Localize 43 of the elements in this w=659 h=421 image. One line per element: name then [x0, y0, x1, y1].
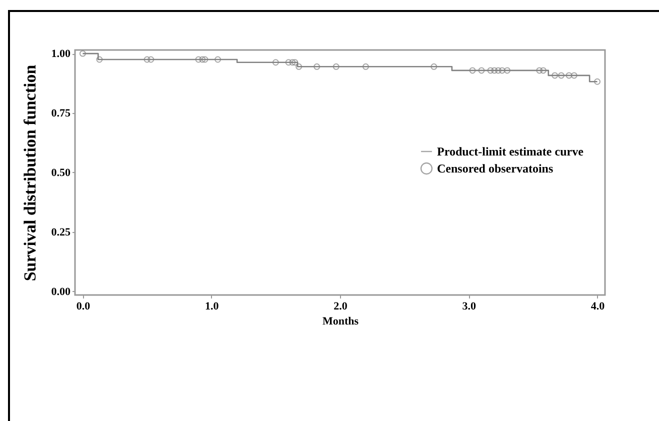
point [558, 72, 564, 79]
point [430, 63, 438, 70]
x-tick-label: 4.0 [590, 300, 606, 312]
point [292, 59, 298, 66]
point [285, 59, 292, 66]
point [362, 63, 369, 70]
x-tick-label: 2.0 [334, 300, 348, 312]
point [498, 67, 506, 74]
legend-label: Product-limit estimate curve [437, 144, 584, 158]
point [552, 72, 558, 79]
point [202, 56, 208, 63]
point [314, 63, 320, 70]
legend-label: Censored observatoins [437, 162, 554, 176]
y-tick-label: 0.25 [51, 226, 71, 238]
x-axis-title: Months [322, 316, 360, 328]
point [148, 56, 154, 63]
point [540, 67, 546, 74]
point [491, 67, 498, 74]
point [96, 56, 103, 63]
x-tick-label: 3.0 [462, 300, 477, 312]
x-tick-label: 0.0 [76, 300, 91, 312]
point [199, 56, 206, 63]
point [570, 72, 578, 79]
point [494, 67, 502, 74]
point [296, 63, 302, 70]
y-axis-title: Survival distribution function [20, 64, 40, 282]
x-tick-label: 1.0 [204, 300, 220, 312]
y-tick-label: 0.00 [51, 286, 71, 298]
y-tick-label: 0.50 [51, 167, 71, 179]
point [566, 72, 572, 79]
point [272, 59, 279, 66]
point [144, 56, 150, 63]
point [504, 67, 510, 74]
point [478, 67, 485, 74]
point [469, 67, 476, 74]
point [195, 56, 202, 63]
point [536, 67, 543, 74]
point [332, 63, 340, 70]
point [214, 56, 222, 63]
y-tick-label: 1.00 [51, 48, 71, 60]
point [487, 67, 494, 74]
y-tick-label: 0.75 [51, 108, 71, 120]
point [289, 59, 296, 66]
